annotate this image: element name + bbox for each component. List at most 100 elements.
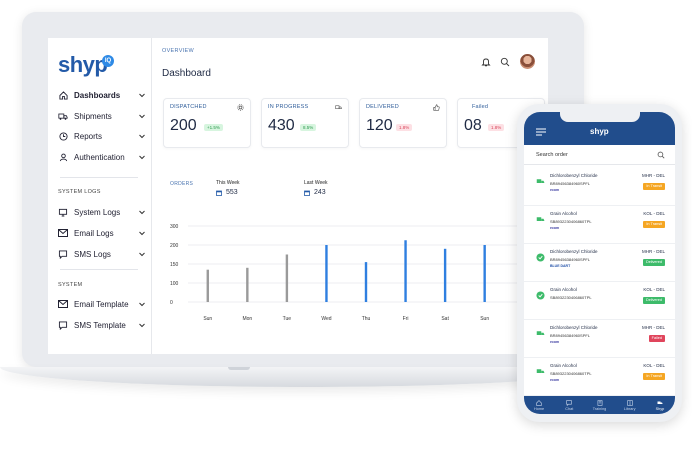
sidebar-item-reports[interactable]: Reports [58,129,146,143]
order-code: BR89456384960SPFL [550,257,591,262]
phone-brand-logo: shyp [590,127,609,136]
order-code: SB8932230406860TPL [550,219,592,224]
bell-icon[interactable] [481,57,491,67]
laptop-notch [228,367,250,370]
carrier-logo: ecom [550,226,560,230]
search-icon[interactable] [657,151,665,159]
chevron-down-icon [139,231,145,236]
sidebar-item-email-template[interactable]: Email Template [58,297,146,311]
sidebar-item-sms-logs[interactable]: SMS Logs [58,247,146,261]
x-tick-label: Sun [480,316,489,322]
status-badge: In Transit [643,221,665,228]
chevron-down-icon [139,114,145,119]
stat-card-delivered[interactable]: DELIVERED 120 1.8% [359,98,447,148]
y-tick-label: 0 [170,300,173,306]
order-list-item[interactable]: Dichlorobenzyl Chloride BR89456384960SPFL… [524,167,675,206]
order-code: SB8932230406860TPL [550,371,592,376]
last-week-label: Last Week [304,180,328,186]
tab-home[interactable]: Home [524,396,554,414]
chart-bar[interactable] [443,248,447,302]
sidebar: shyp IQ Dashboards Shipments Reports Aut… [48,38,152,354]
order-name: Dichlorobenzyl Chloride [550,249,598,254]
order-list-item[interactable]: Grain Alcohol SB8932230406860TPL KOL - DEL… [524,281,675,320]
x-tick-label: Wed [321,316,331,322]
mail-icon [58,228,68,238]
order-route: KOL - DEL [643,363,665,368]
sidebar-item-label: Reports [74,131,103,141]
menu-icon[interactable] [536,128,546,136]
truck-icon [657,401,663,404]
tab-shyp[interactable]: Shyp [645,396,675,414]
clock-icon [58,131,68,141]
order-list-item[interactable]: Grain Alcohol SB8932230406860TPL ecom KOL -… [524,357,675,396]
laptop-base [0,367,612,387]
phone-search-bar[interactable]: Search order [524,147,675,165]
carrier-logo: BLUE DART [550,264,571,268]
brand-logo[interactable]: shyp [58,52,108,77]
card-label: DELIVERED [366,104,399,110]
order-code: BR89456384960SPFL [550,333,591,338]
library-icon [627,399,633,406]
chart-bar[interactable] [285,254,289,303]
search-input[interactable]: Search order [536,152,568,158]
chart-bar[interactable] [364,262,368,302]
sidebar-item-sms-template[interactable]: SMS Template [58,318,146,332]
chevron-down-icon [139,155,145,160]
chart-bar[interactable] [246,267,249,302]
tab-chat[interactable]: Chat [554,396,584,414]
phone-notch [560,112,640,122]
chat-icon [566,399,572,406]
order-name: Dichlorobenzyl Chloride [550,173,598,178]
carrier-logo: ecom [550,340,560,344]
card-badge: 1.8% [396,124,413,131]
order-code: BR89456384960SPFL [550,181,591,186]
chat-icon [58,249,68,259]
chart-bar[interactable] [404,240,407,302]
order-name: Grain Alcohol [550,211,577,216]
order-list-item[interactable]: Grain Alcohol SB8932230406860TPL ecom KOL -… [524,205,675,244]
order-list-item[interactable]: Dichlorobenzyl Chloride BR89456384960SPFL… [524,319,675,358]
sidebar-item-dashboards[interactable]: Dashboards [58,88,146,102]
book-icon [597,399,602,406]
chart-bar[interactable] [206,269,209,302]
avatar[interactable] [520,54,535,69]
truck-icon [536,331,545,335]
chart-bar[interactable] [483,245,486,302]
tab-label: Shyp [655,406,665,411]
search-icon[interactable] [500,57,510,67]
sidebar-item-email-logs[interactable]: Email Logs [58,226,146,240]
status-badge: In Transit [643,183,665,190]
truck-icon [536,217,545,221]
sidebar-item-authentication[interactable]: Authentication [58,150,146,164]
sidebar-item-shipments[interactable]: Shipments [58,109,146,123]
gear-icon [237,104,244,111]
sidebar-divider [60,269,138,270]
phone-tab-bar: Home Chat Training Library Shyp [524,396,675,414]
truck-icon [536,179,545,183]
sidebar-item-label: Shipments [74,111,112,121]
order-code: SB8932230406860TPL [550,295,592,300]
tab-training[interactable]: Training [584,396,614,414]
truck-icon [536,369,545,373]
order-route: KOL - DEL [643,211,665,216]
card-badge: 1.8% [488,124,505,131]
card-badge: 8.5% [300,124,317,131]
card-label: IN PROGRESS [268,104,309,110]
sidebar-item-system-logs[interactable]: System Logs [58,205,146,219]
mail-icon [58,299,68,309]
stat-card-dispatched[interactable]: DISPATCHED 200 +1.5% [163,98,251,148]
sidebar-item-label: Email Template [74,299,129,309]
orders-bar-chart: 0100150200300SunMonTueWedThuFriSatSunMon [170,224,544,322]
status-badge: In Transit [643,373,665,380]
order-list-item[interactable]: Dichlorobenzyl Chloride BR89456384960SPFL… [524,243,675,282]
x-tick-label: Tue [283,316,292,322]
order-route: KOL - DEL [643,287,665,292]
x-tick-label: Sun [203,316,212,322]
stat-card-in-progress[interactable]: IN PROGRESS 430 8.5% [261,98,349,148]
tab-label: Library [623,406,636,411]
order-route: MHR - DEL [641,173,665,178]
chart-bar[interactable] [325,245,328,302]
dashboard-window: shyp IQ Dashboards Shipments Reports Aut… [48,38,548,354]
tab-library[interactable]: Library [615,396,645,414]
card-value: 200 [170,117,197,134]
